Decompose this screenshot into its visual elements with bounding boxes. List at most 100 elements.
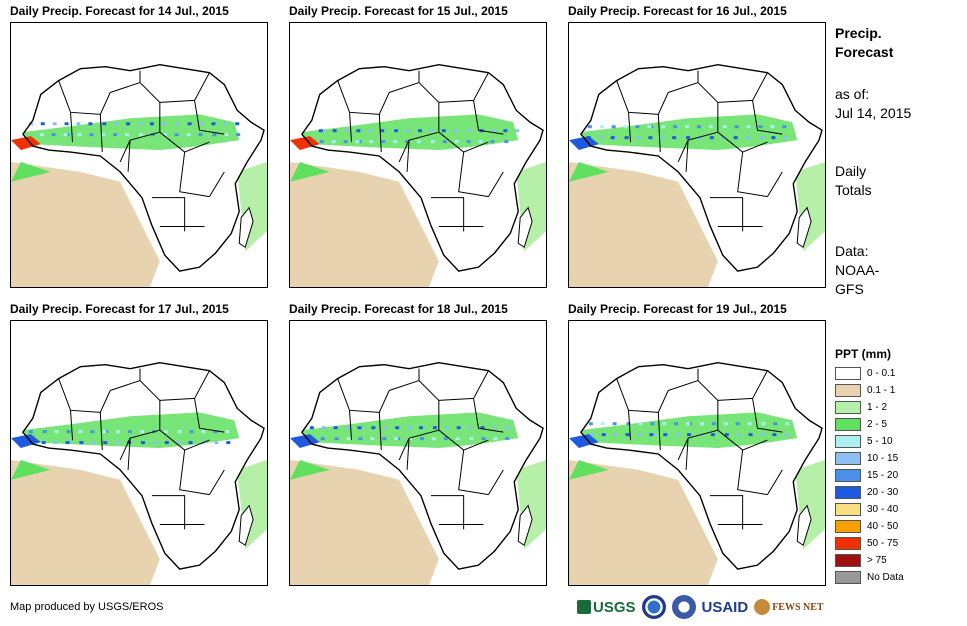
country-border: [685, 438, 689, 470]
rain-cell: [598, 136, 603, 140]
country-border: [488, 469, 504, 495]
rain-cell: [102, 122, 107, 126]
rain-cell: [371, 426, 376, 430]
rain-cell: [65, 441, 70, 445]
country-border: [119, 131, 160, 163]
rain-cell: [368, 129, 373, 133]
legend-swatch: [835, 367, 861, 380]
rain-cell: [431, 437, 436, 441]
legend-swatch: [835, 435, 861, 448]
legend-swatch: [835, 571, 861, 584]
rain-cell: [454, 140, 459, 144]
rain-cell: [442, 140, 447, 144]
heavy-rain-area: [290, 136, 320, 151]
rain-cell: [626, 422, 631, 426]
rain-cell: [771, 136, 776, 140]
rain-cell: [406, 129, 411, 133]
rain-cell: [430, 140, 435, 144]
rain-cell: [636, 136, 641, 140]
legend-label: 1 - 2: [867, 402, 888, 413]
rain-cell: [113, 133, 118, 137]
country-border: [668, 379, 719, 431]
rain-cell: [175, 122, 180, 126]
country-border: [378, 114, 382, 153]
rain-cell: [90, 430, 95, 434]
legend-title: PPT (mm): [835, 347, 892, 361]
rain-cell: [647, 125, 652, 129]
rain-cell: [189, 430, 194, 434]
rain-cell: [235, 122, 240, 126]
legend-label: 20 - 30: [867, 487, 899, 498]
rain-cell: [394, 437, 399, 441]
rain-cell: [370, 437, 375, 441]
rain-cell: [201, 430, 206, 434]
rain-cell: [611, 125, 616, 129]
forecast-map-5: [289, 320, 547, 586]
usgs-wave-icon: [577, 600, 591, 614]
legend-item: 0 - 0.1: [835, 365, 895, 382]
rain-cell: [380, 129, 385, 133]
rain-cell: [697, 125, 701, 129]
rain-cell: [724, 433, 729, 437]
country-border: [717, 429, 768, 451]
legend-item: > 75: [835, 552, 887, 569]
rain-cell: [515, 129, 520, 133]
rain-cell: [443, 437, 448, 441]
country-border: [337, 80, 390, 115]
rain-cell: [772, 433, 777, 437]
rain-cell: [491, 129, 496, 133]
country-border: [70, 112, 74, 143]
country-border: [209, 469, 225, 495]
rain-cell: [599, 125, 604, 129]
dry-ocean-area: [290, 161, 439, 287]
rain-cell: [236, 133, 241, 137]
rain-cell: [610, 136, 615, 140]
rain-cell: [432, 426, 437, 430]
country-border: [406, 140, 410, 172]
rain-cell: [481, 437, 486, 441]
africa-precip-map: [569, 361, 825, 585]
rain-cell: [333, 426, 338, 430]
rain-cell: [419, 437, 424, 441]
africa-precip-map: [290, 361, 546, 585]
rain-cell: [116, 430, 121, 434]
rain-cell: [686, 136, 691, 140]
rain-cell: [223, 122, 228, 126]
rain-cell: [174, 133, 179, 137]
country-border: [99, 114, 103, 153]
rain-cell: [345, 426, 350, 430]
rain-cell: [637, 433, 642, 437]
country-border: [406, 438, 410, 470]
rain-cell: [444, 426, 449, 430]
legend-swatch: [835, 418, 861, 431]
rain-cell: [650, 422, 655, 426]
legend-label: 10 - 15: [867, 453, 899, 464]
country-border: [430, 495, 465, 530]
coastline: [22, 63, 265, 272]
rain-cell: [408, 437, 413, 441]
rain-cell: [661, 125, 666, 129]
panel-title-6: Daily Precip. Forecast for 19 Jul., 2015: [568, 302, 787, 316]
rain-cell: [783, 136, 788, 140]
usgs-logo: USGS: [577, 599, 636, 616]
country-border: [99, 412, 103, 451]
rain-cell: [441, 129, 446, 133]
rain-cell: [685, 125, 690, 129]
rain-cell: [600, 422, 605, 426]
rain-cell: [102, 430, 107, 434]
legend-swatch: [835, 469, 861, 482]
country-border: [389, 379, 440, 431]
rain-cell: [309, 426, 314, 430]
dry-ocean-area: [569, 459, 718, 585]
rain-cell: [638, 422, 643, 426]
legend-label: 40 - 50: [867, 521, 899, 532]
rain-cell: [125, 133, 130, 137]
legend-swatch: [835, 384, 861, 397]
rain-cell: [53, 441, 58, 445]
rain-cell: [51, 133, 56, 137]
country-border: [337, 378, 390, 413]
country-border: [488, 171, 504, 197]
legend-item: 0.1 - 1: [835, 382, 895, 399]
rain-cell: [674, 422, 679, 426]
light-rain-area: [569, 161, 609, 182]
